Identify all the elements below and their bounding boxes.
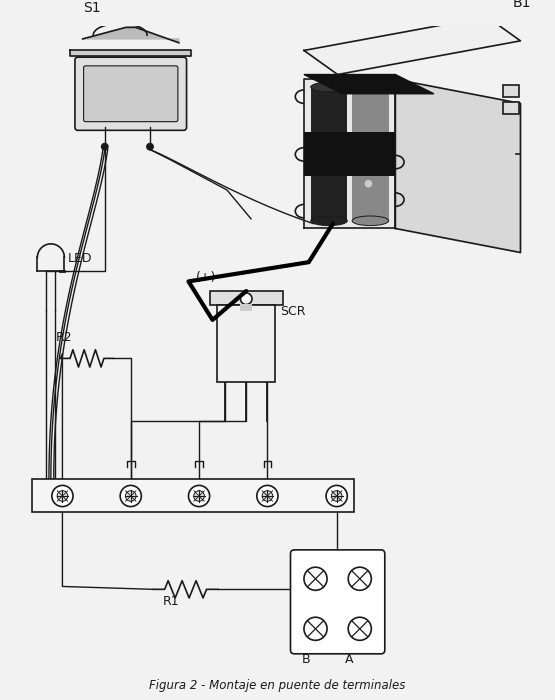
Text: LED: LED [68,252,93,265]
Bar [218,305,275,382]
Circle shape [125,491,136,501]
Circle shape [348,567,371,590]
Circle shape [57,491,68,501]
Bar [352,87,388,220]
Circle shape [240,293,252,304]
Circle shape [147,144,153,150]
Ellipse shape [352,216,388,225]
Ellipse shape [352,82,388,92]
Text: Figura 2 - Montaje en puente de terminales: Figura 2 - Montaje en puente de terminal… [149,679,405,692]
FancyBboxPatch shape [290,550,385,654]
Text: R1: R1 [163,595,179,608]
Polygon shape [304,17,521,74]
Circle shape [304,617,327,640]
Polygon shape [304,74,434,94]
Bar [311,87,347,220]
Circle shape [262,491,273,501]
FancyBboxPatch shape [75,57,186,130]
Circle shape [348,617,371,640]
Text: S1: S1 [83,1,100,15]
Text: SCR: SCR [280,305,305,318]
Text: B1: B1 [513,0,531,10]
Bar [32,479,354,512]
Bar [210,291,283,305]
Circle shape [189,485,210,507]
Polygon shape [70,50,191,56]
Ellipse shape [311,82,347,92]
Circle shape [120,485,142,507]
Text: A: A [345,653,354,666]
Ellipse shape [311,216,347,225]
Polygon shape [83,27,179,43]
Circle shape [102,144,108,150]
Circle shape [365,180,372,188]
Bar [503,85,518,97]
Text: (+): (+) [196,272,216,284]
Circle shape [304,567,327,590]
Text: (-): (-) [256,329,270,342]
Polygon shape [304,79,395,228]
FancyBboxPatch shape [84,66,178,122]
Circle shape [257,485,278,507]
Text: R2: R2 [56,331,72,344]
Circle shape [52,485,73,507]
Circle shape [331,491,342,501]
Polygon shape [395,79,521,253]
Bar [503,102,518,114]
Bar [240,304,252,312]
Circle shape [326,485,347,507]
Circle shape [194,491,204,501]
Text: B: B [302,653,311,666]
Bar [304,132,395,176]
